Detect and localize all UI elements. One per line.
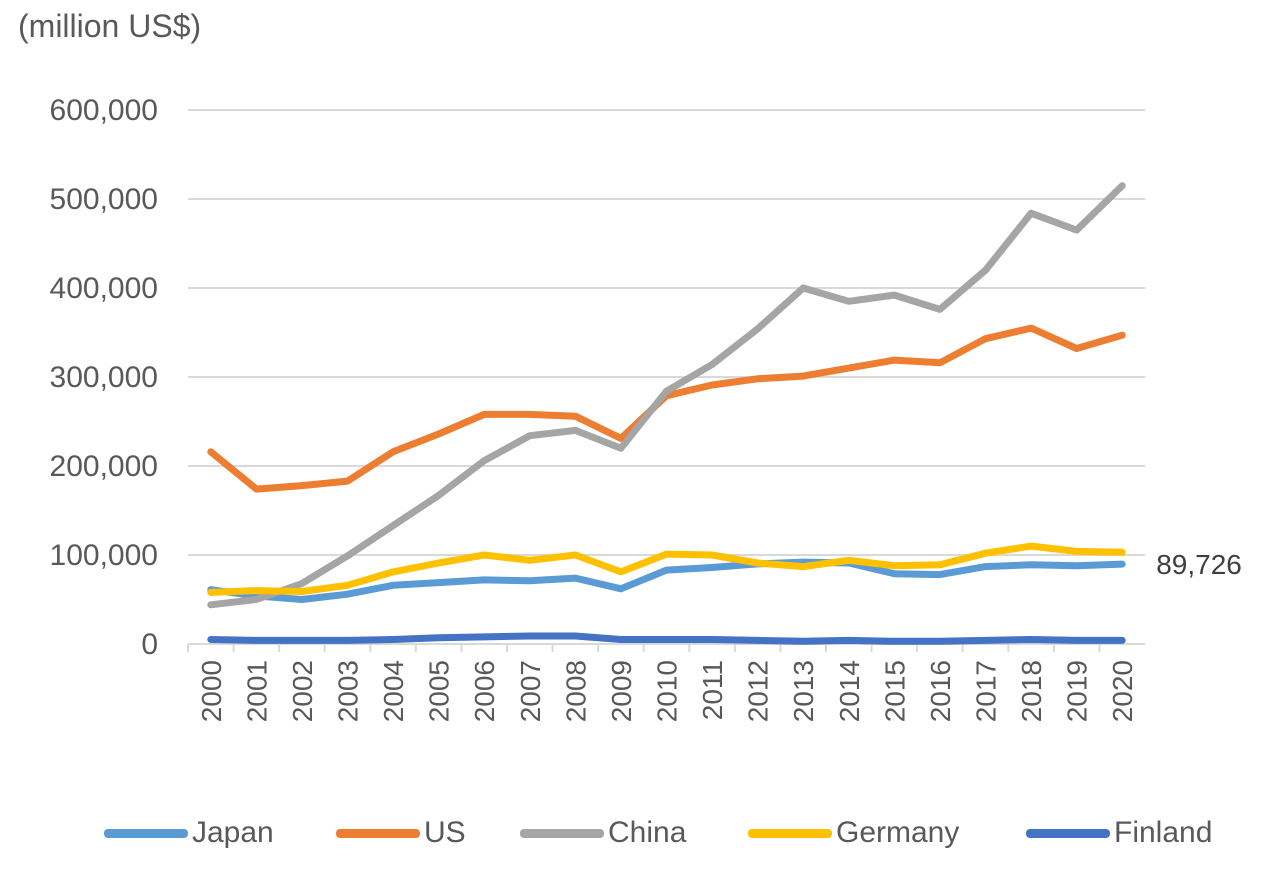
series-line-japan xyxy=(207,558,1126,603)
x-tick-label: 2013 xyxy=(788,660,819,722)
series-line-china xyxy=(207,182,1126,609)
legend-item-china: China xyxy=(520,808,686,858)
series-line-germany xyxy=(207,542,1126,596)
y-tick-label: 600,000 xyxy=(50,94,158,127)
x-tick-label: 2010 xyxy=(652,660,683,722)
y-axis-ticks: 0 100,000 200,000 300,000 400,000 500,000 600,… xyxy=(50,94,158,661)
legend-label: Finland xyxy=(1114,816,1213,849)
legend-item-germany: Germany xyxy=(748,808,959,858)
x-tick-label: 2005 xyxy=(424,660,455,722)
series-line-us xyxy=(207,324,1126,493)
series-lines xyxy=(207,182,1126,645)
y-tick-label: 100,000 xyxy=(50,539,158,572)
x-tick-label: 2000 xyxy=(196,660,227,722)
legend-item-finland: Finland xyxy=(1026,808,1212,858)
y-tick-label: 0 xyxy=(141,628,158,661)
line-chart: 0 100,000 200,000 300,000 400,000 500,000 600,… xyxy=(50,94,1242,722)
x-tick-label: 2012 xyxy=(743,660,774,722)
x-tick-label: 2001 xyxy=(241,660,272,722)
y-tick-label: 500,000 xyxy=(50,183,158,216)
x-tick-label: 2019 xyxy=(1062,660,1093,722)
x-tick-label: 2008 xyxy=(560,660,591,722)
x-tick-label: 2002 xyxy=(287,660,318,722)
legend-swatch xyxy=(336,828,420,838)
x-tick-label: 2017 xyxy=(971,660,1002,722)
y-tick-label: 400,000 xyxy=(50,272,158,305)
legend-item-japan: Japan xyxy=(104,808,274,858)
y-tick-label: 200,000 xyxy=(50,450,158,483)
end-value-label: 89,726 xyxy=(1156,549,1242,580)
legend: Japan US China Germany Finland xyxy=(0,808,1280,858)
legend-item-us: US xyxy=(336,808,466,858)
x-tick-label: 2015 xyxy=(879,660,910,722)
x-tick-label: 2018 xyxy=(1016,660,1047,722)
series-line-finland xyxy=(207,632,1126,645)
x-tick-label: 2007 xyxy=(515,660,546,722)
x-tick-label: 2003 xyxy=(333,660,364,722)
x-tick-label: 2014 xyxy=(834,660,865,722)
x-tick-label: 2011 xyxy=(697,660,728,720)
legend-label: China xyxy=(608,816,687,849)
legend-swatch xyxy=(520,828,604,838)
x-tick-label: 2006 xyxy=(469,660,500,722)
legend-swatch xyxy=(748,828,832,838)
x-tick-label: 2020 xyxy=(1107,660,1138,722)
x-axis-ticks: 2000 2001 2002 2003 2004 2005 2006 2007 2008 2009… xyxy=(187,644,1138,722)
x-tick-label: 2004 xyxy=(378,660,409,722)
legend-label: Japan xyxy=(192,816,274,849)
y-tick-label: 300,000 xyxy=(50,361,158,394)
legend-swatch xyxy=(104,828,188,838)
x-tick-label: 2009 xyxy=(606,660,637,722)
unit-label: (million US$) xyxy=(18,8,202,44)
legend-label: US xyxy=(424,816,466,849)
legend-swatch xyxy=(1026,828,1110,838)
x-tick-label: 2016 xyxy=(925,660,956,722)
legend-label: Germany xyxy=(836,816,960,849)
